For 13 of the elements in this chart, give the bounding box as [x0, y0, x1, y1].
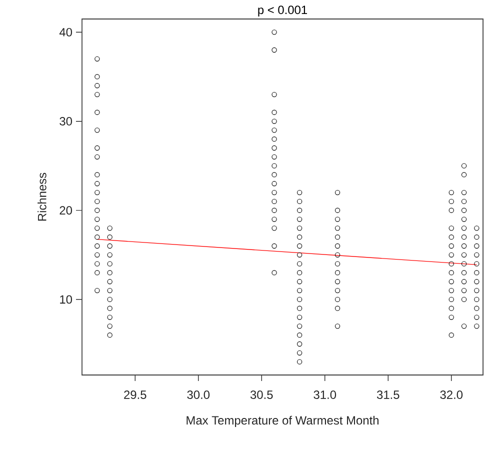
y-tick-label: 10 [60, 295, 72, 304]
y-tick-label: 40 [59, 28, 72, 36]
chart-title: p < 0.001 [258, 6, 307, 17]
x-tick-label: 29.5 [124, 390, 146, 399]
x-tick-label: 30.5 [250, 390, 273, 399]
y-tick-label: 20 [60, 206, 72, 215]
x-tick-label: 32.0 [440, 390, 463, 399]
x-tick-label: 31.5 [376, 390, 400, 399]
y-axis-title: Richness [38, 172, 46, 221]
x-axis-title: Max Temperature of Warmest Month [186, 416, 378, 427]
x-tick-label: 31.0 [314, 390, 336, 399]
y-tick-label: 30 [60, 117, 72, 126]
x-tick-label: 30.0 [187, 390, 210, 399]
